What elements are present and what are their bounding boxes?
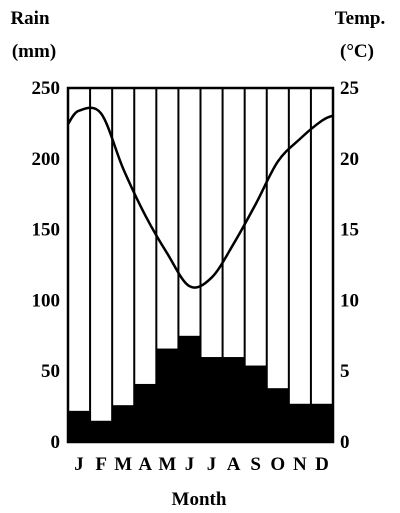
month-label: A <box>138 454 152 475</box>
month-label: J <box>185 454 195 475</box>
rain-bar <box>310 403 334 442</box>
rain-bar <box>134 383 157 442</box>
month-label: A <box>227 454 241 475</box>
month-label: J <box>74 454 84 475</box>
month-label: O <box>270 454 285 475</box>
rain-bar <box>156 348 179 442</box>
left-axis-ticks: 0 50 100 150 200 250 <box>32 78 61 453</box>
left-tick-label: 100 <box>32 290 61 311</box>
right-tick-label: 15 <box>340 220 359 241</box>
right-tick-label: 20 <box>340 149 359 170</box>
left-tick-label: 150 <box>32 220 61 241</box>
month-label: F <box>95 454 107 475</box>
rain-bars <box>68 335 334 442</box>
right-tick-label: 0 <box>340 432 350 453</box>
right-axis-title-line1: Temp. <box>335 8 386 29</box>
left-tick-label: 50 <box>41 361 60 382</box>
left-axis-title-line1: Rain <box>10 8 50 29</box>
rain-bar <box>200 357 224 442</box>
month-label: S <box>250 454 261 475</box>
month-label: M <box>114 454 132 475</box>
rain-bar <box>68 410 91 442</box>
right-tick-label: 10 <box>340 290 359 311</box>
right-axis-title-line2: (°C) <box>340 41 374 62</box>
rain-bar <box>178 335 201 442</box>
left-tick-label: 250 <box>32 78 61 99</box>
rain-bar <box>222 357 246 442</box>
plot-frame <box>66 86 335 444</box>
rain-bar <box>244 365 268 442</box>
month-label: D <box>315 454 329 475</box>
rain-bar <box>112 405 135 442</box>
rain-bar <box>90 420 113 442</box>
x-axis-title: Month <box>172 489 227 510</box>
left-axis-title-line2: (mm) <box>12 41 56 62</box>
temperature-line <box>66 106 334 289</box>
month-label: N <box>293 454 307 475</box>
month-grid <box>89 88 312 442</box>
right-tick-label: 25 <box>340 78 359 99</box>
right-axis-ticks: 0 5 10 15 20 25 <box>340 78 359 453</box>
left-tick-label: 200 <box>32 149 61 170</box>
rain-bar <box>266 388 290 442</box>
rain-bar <box>288 403 312 442</box>
left-tick-label: 0 <box>51 432 61 453</box>
month-label: M <box>158 454 176 475</box>
month-label: J <box>207 454 217 475</box>
right-tick-label: 5 <box>340 361 350 382</box>
